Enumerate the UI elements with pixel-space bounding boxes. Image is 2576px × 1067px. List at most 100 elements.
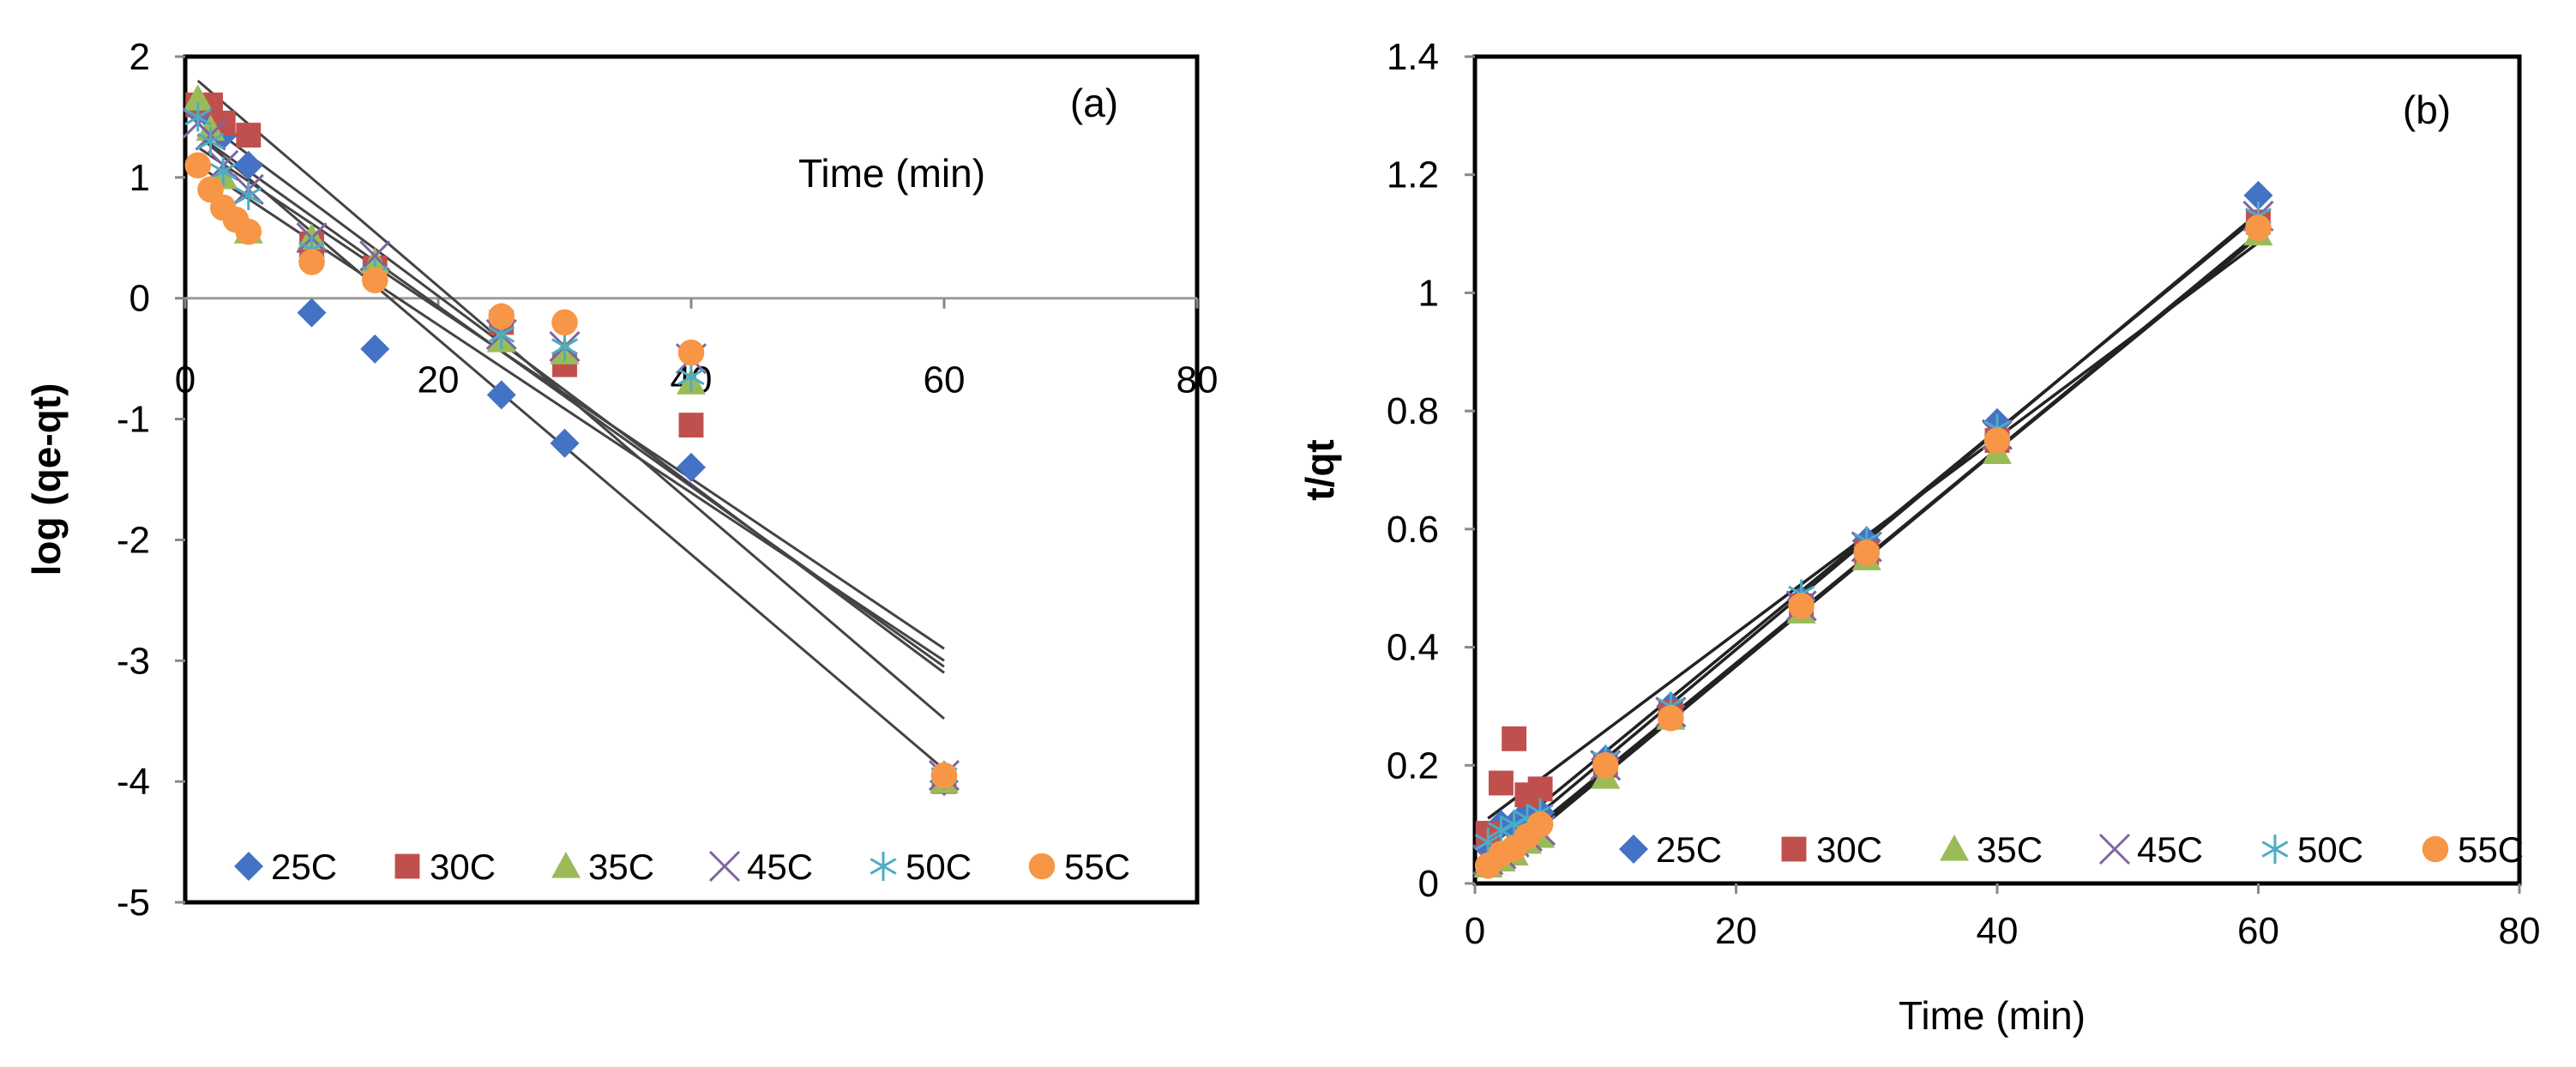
trendline-a-50C (196, 116, 945, 674)
point-a-55C (184, 152, 212, 179)
legend-marker-a-55C-shape (1028, 853, 1056, 880)
point-a-50C (235, 180, 262, 210)
point-a-55C (551, 309, 578, 336)
point-b-30C (1489, 770, 1514, 796)
point-a-30C-shape (236, 123, 262, 148)
point-b-50C (1487, 816, 1514, 846)
point-a-55C-shape (930, 762, 958, 789)
point-a-50C (209, 156, 237, 186)
legend-marker-a-30C-shape (394, 853, 420, 879)
legend-marker-b-30C (1781, 836, 1807, 862)
point-b-30C-shape (1489, 770, 1514, 796)
legend-marker-a-35C (551, 852, 581, 878)
legend-marker-a-45C (708, 850, 741, 883)
point-a-55C-shape (298, 249, 325, 275)
point-b-25C-shape (2243, 180, 2273, 210)
point-b-55C-shape (1983, 427, 2011, 454)
legend-marker-b-25C (1619, 835, 1648, 864)
legend-label-a-45C: 45C (747, 847, 813, 887)
legend-label-b-25C: 25C (1656, 829, 1722, 870)
points-b (1472, 180, 2274, 879)
x-tick-label-b: 20 (1715, 910, 1757, 952)
legend-label-a-30C: 30C (430, 847, 496, 887)
point-a-55C (361, 267, 388, 293)
plot-frame-b (1472, 54, 2522, 886)
y-tick-label-b: 0.2 (1387, 744, 1439, 787)
y-tick-label-b: 0 (1418, 863, 1439, 905)
point-a-50C (551, 332, 578, 362)
trendline-b-50C (1487, 214, 2260, 850)
point-b-55C-shape (1526, 811, 1554, 838)
point-a-35C-shape (183, 84, 213, 111)
point-a-50C-stroke-3 (235, 187, 262, 204)
point-a-55C (235, 218, 262, 245)
legend-marker-b-55C (2422, 835, 2449, 863)
x-tick-label-b: 0 (1465, 910, 1485, 952)
legend-label-a-55C: 55C (1064, 847, 1130, 887)
y-axis-title-b: t/qt (1297, 439, 1342, 501)
legend-marker-b-45C (2098, 833, 2131, 865)
legend-marker-b-55C-shape (2422, 835, 2449, 863)
point-a-50C (184, 102, 212, 132)
legend-label-b-35C: 35C (1977, 829, 2043, 870)
point-b-55C (1788, 593, 1815, 619)
y-axis-title-a: log (qe-qt) (24, 383, 69, 576)
x-axis-title-a: Time (min) (798, 151, 985, 196)
point-b-55C-shape (1853, 540, 1881, 566)
point-a-25C (486, 380, 516, 410)
y-tick-label-a: -5 (117, 882, 150, 924)
point-a-25C-shape (233, 150, 263, 180)
trendline-a-45C (196, 146, 945, 650)
legend-marker-b-50C-stroke-3 (2261, 841, 2289, 858)
y-tick-label-b: 0.4 (1387, 627, 1439, 669)
legend-label-a-35C: 35C (588, 847, 654, 887)
legend-marker-b-35C (1940, 835, 1969, 861)
x-tick-label-a: 20 (418, 359, 460, 401)
plot-frame-a (183, 54, 1200, 905)
point-a-25C (360, 334, 390, 364)
legend-label-b-30C: 30C (1816, 829, 1882, 870)
point-a-50C (197, 126, 224, 156)
point-a-55C (488, 303, 515, 330)
point-a-25C-shape (360, 334, 390, 364)
point-b-30C (1502, 726, 1527, 751)
legend-marker-a-25C (234, 852, 263, 881)
legend-marker-a-50C-stroke-3 (870, 858, 897, 875)
x-tick-label-a: 60 (924, 359, 966, 401)
point-b-55C (1658, 704, 1684, 732)
y-tick-label-a: -1 (117, 399, 150, 441)
x-tick-label-b: 60 (2237, 910, 2279, 952)
point-b-50C-stroke-3 (1487, 822, 1514, 839)
point-a-55C (298, 249, 325, 275)
point-a-45C-stroke-2 (359, 240, 391, 272)
point-a-25C (677, 452, 706, 482)
y-tick-label-a: -4 (117, 761, 150, 803)
point-a-50C (677, 362, 705, 392)
point-a-55C-shape (488, 303, 515, 330)
point-a-25C (297, 298, 327, 328)
y-tick-label-b: 1.2 (1387, 154, 1439, 196)
y-tick-label-b: 1.4 (1387, 36, 1439, 78)
y-tick-label-a: 0 (129, 278, 150, 320)
point-a-55C-shape (677, 339, 705, 366)
point-b-55C (1983, 427, 2011, 454)
point-a-30C (236, 123, 262, 148)
legend-label-b-50C: 50C (2297, 829, 2363, 870)
x-tick-label-b: 80 (2499, 910, 2541, 952)
point-a-50C-stroke-3 (677, 368, 705, 386)
x-tick-label-a: 80 (1177, 359, 1219, 401)
legend-marker-a-25C-shape (234, 852, 263, 881)
legend-label-a-25C: 25C (271, 847, 337, 887)
y-tick-label-a: -3 (117, 640, 150, 682)
x-tick-label-b: 40 (1977, 910, 2019, 952)
panel-label-b: (b) (2403, 87, 2451, 132)
legend-a: 25C 30C 35C 45C 50C 55C (234, 847, 1130, 887)
point-a-55C-shape (184, 152, 212, 179)
y-tick-label-b: 1 (1418, 272, 1439, 314)
legend-marker-b-50C (2261, 835, 2289, 864)
point-a-45C (359, 240, 391, 272)
point-a-25C (233, 150, 263, 180)
legend-marker-a-30C (394, 853, 420, 879)
